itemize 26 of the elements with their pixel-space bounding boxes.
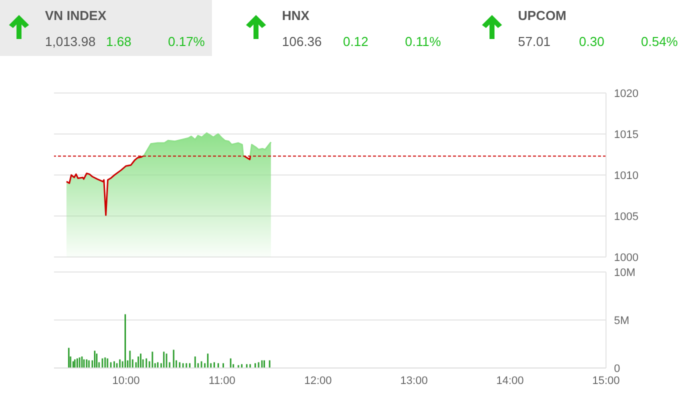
text: 106.36 (282, 34, 322, 49)
y-tick-label: 5M (614, 314, 630, 327)
text: 1.68 (106, 34, 132, 49)
x-tick-label: 13:00 (400, 374, 428, 387)
text: 0.30 (579, 34, 604, 49)
text: HNX (282, 8, 310, 23)
x-tick-label: 12:00 (304, 374, 332, 387)
text: 0.11% (405, 34, 441, 49)
text: 1,013.98 (45, 34, 96, 49)
y-tick-label: 1000 (614, 252, 638, 264)
x-tick-label: 11:00 (208, 374, 236, 387)
text: 57.01 (518, 34, 551, 49)
y-tick-label: 1020 (614, 88, 638, 100)
y-tick-label: 0 (614, 362, 620, 375)
y-tick-label: 10M (614, 266, 636, 279)
x-tick-label: 15:00 (592, 374, 620, 387)
y-tick-label: 1010 (614, 170, 638, 182)
text: UPCOM (518, 8, 566, 23)
text: 0.54% (641, 34, 678, 49)
text: 0.12 (343, 34, 368, 49)
x-tick-label: 14:00 (496, 374, 524, 387)
text: 0.17% (168, 34, 205, 49)
y-tick-label: 1005 (614, 210, 638, 223)
x-tick-label: 10:00 (112, 374, 140, 387)
y-tick-label: 1015 (614, 128, 638, 141)
text: VN INDEX (45, 8, 106, 23)
